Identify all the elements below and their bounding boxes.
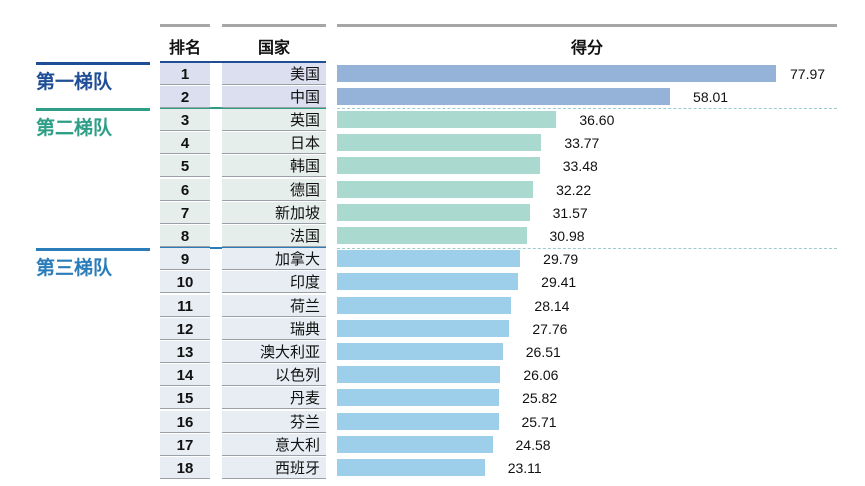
country-cell: 德国 [222, 178, 326, 201]
score-label: 32.22 [556, 181, 592, 198]
rank-cell: 3 [160, 108, 210, 131]
score-label: 28.14 [534, 297, 570, 314]
country-cell: 意大利 [222, 433, 326, 456]
country-cell: 荷兰 [222, 294, 326, 317]
score-bar [337, 319, 510, 337]
score-label: 30.98 [549, 227, 585, 244]
score-label: 58.01 [693, 88, 729, 105]
tier-label: 第一梯队 [36, 62, 150, 94]
country-cell: 澳大利亚 [222, 340, 326, 363]
score-header-rule [337, 24, 837, 27]
score-bar [337, 110, 557, 128]
rank-cell: 11 [160, 294, 210, 317]
score-label: 33.77 [564, 135, 600, 152]
rank-header: 排名 [168, 40, 201, 57]
country-cell: 西班牙 [222, 456, 326, 479]
score-label: 33.48 [562, 158, 598, 175]
tier-label: 第三梯队 [36, 247, 150, 280]
tier-divider-dashed [337, 108, 837, 110]
score-bar [337, 226, 527, 244]
rank-header-rule [160, 24, 210, 27]
rank-cell: 18 [160, 456, 210, 479]
country-header: 国家 [257, 40, 290, 57]
rank-cell: 8 [160, 224, 210, 247]
country-cell: 韩国 [222, 155, 326, 178]
score-label: 25.82 [522, 390, 558, 407]
rank-cell: 7 [160, 201, 210, 224]
country-cell: 新加坡 [222, 201, 326, 224]
score-label: 26.51 [525, 343, 561, 360]
tier-separator [160, 61, 326, 63]
country-cell: 美国 [222, 62, 326, 85]
score-header: 得分 [570, 40, 603, 57]
rank-cell: 16 [160, 410, 210, 433]
rank-cell: 5 [160, 155, 210, 178]
score-bar [337, 157, 540, 175]
score-label: 27.76 [532, 320, 568, 337]
rank-cell: 13 [160, 340, 210, 363]
score-bar [337, 389, 500, 407]
rank-cell: 6 [160, 178, 210, 201]
country-cell: 日本 [222, 132, 326, 155]
score-bar [337, 273, 519, 291]
country-cell: 英国 [222, 108, 326, 131]
country-cell: 法国 [222, 224, 326, 247]
tier-separator [160, 107, 326, 110]
score-bar [337, 87, 671, 105]
country-cell: 中国 [222, 85, 326, 108]
score-bar [337, 64, 777, 82]
country-cell: 加拿大 [222, 248, 326, 271]
country-cell: 以色列 [222, 364, 326, 387]
country-cell: 芬兰 [222, 410, 326, 433]
rank-cell: 1 [160, 62, 210, 85]
score-bar [337, 180, 534, 198]
score-label: 77.97 [790, 65, 826, 82]
rank-cell: 15 [160, 387, 210, 410]
tier-divider-dashed [337, 247, 837, 249]
score-bar [337, 412, 499, 430]
country-cell: 丹麦 [222, 387, 326, 410]
rank-cell: 17 [160, 433, 210, 456]
score-label: 36.60 [579, 111, 615, 128]
rank-cell: 9 [160, 248, 210, 271]
tier-label: 第二梯队 [36, 108, 150, 140]
country-cell: 瑞典 [222, 317, 326, 340]
score-label: 24.58 [515, 436, 551, 453]
score-label: 25.71 [521, 413, 557, 430]
rank-cell: 4 [160, 132, 210, 155]
rank-cell: 2 [160, 85, 210, 108]
score-label: 26.06 [523, 367, 559, 384]
score-label: 23.11 [507, 459, 542, 476]
tier-separator [160, 246, 326, 249]
score-bar [337, 203, 530, 221]
score-label: 31.57 [552, 204, 588, 221]
rank-cell: 10 [160, 271, 210, 294]
rank-cell: 12 [160, 317, 210, 340]
score-label: 29.79 [543, 251, 579, 268]
score-bar [337, 250, 521, 268]
country-header-rule [222, 24, 326, 27]
score-bar [337, 342, 503, 360]
score-bar [337, 435, 493, 453]
score-bar [337, 458, 485, 476]
rank-cell: 14 [160, 364, 210, 387]
country-cell: 印度 [222, 271, 326, 294]
score-label: 29.41 [541, 274, 577, 291]
score-bar [337, 366, 501, 384]
score-bar [337, 296, 512, 314]
score-bar [337, 134, 542, 152]
